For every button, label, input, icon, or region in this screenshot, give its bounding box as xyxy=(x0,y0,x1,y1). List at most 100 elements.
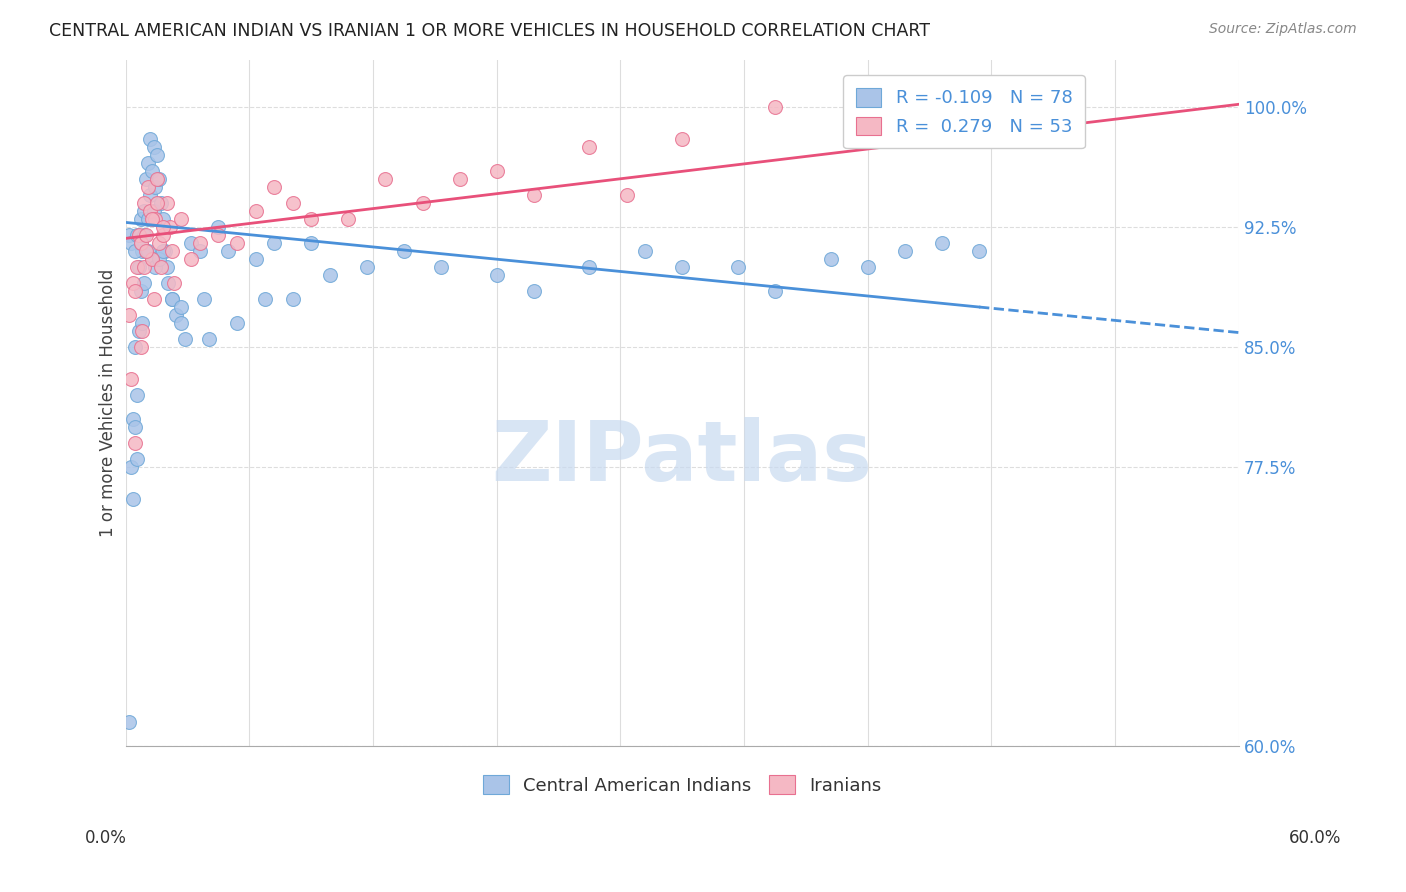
Point xyxy=(616,188,638,202)
Point xyxy=(122,411,145,425)
Point xyxy=(281,292,304,306)
Point xyxy=(135,244,157,259)
Point xyxy=(118,714,141,729)
Point xyxy=(263,236,285,251)
Point xyxy=(141,164,163,178)
Point xyxy=(118,308,141,322)
Point xyxy=(146,196,169,211)
Point xyxy=(180,236,202,251)
Point xyxy=(188,236,211,251)
Text: 0.0%: 0.0% xyxy=(84,829,127,847)
Point xyxy=(134,260,156,274)
Point xyxy=(136,156,159,170)
Point xyxy=(634,244,657,259)
Point xyxy=(894,244,917,259)
Point xyxy=(124,435,146,450)
Point xyxy=(188,244,211,259)
Point xyxy=(931,236,953,251)
Point xyxy=(160,292,183,306)
Point xyxy=(578,260,600,274)
Point xyxy=(912,93,935,107)
Point xyxy=(148,236,170,251)
Point xyxy=(142,204,165,219)
Point xyxy=(152,244,174,259)
Point xyxy=(170,316,193,330)
Point xyxy=(374,172,396,186)
Point xyxy=(131,324,153,338)
Point xyxy=(226,236,249,251)
Point xyxy=(578,140,600,154)
Point xyxy=(139,204,162,219)
Point xyxy=(820,252,842,267)
Point xyxy=(155,260,177,274)
Point xyxy=(139,132,162,146)
Point xyxy=(135,228,157,243)
Point xyxy=(949,93,972,107)
Point xyxy=(122,276,145,290)
Point xyxy=(356,260,378,274)
Point xyxy=(152,220,174,235)
Point xyxy=(160,292,183,306)
Point xyxy=(129,212,152,227)
Point xyxy=(485,268,508,282)
Point xyxy=(281,196,304,211)
Point xyxy=(763,101,786,115)
Point xyxy=(157,276,180,290)
Point xyxy=(125,260,148,274)
Point xyxy=(149,196,172,211)
Point xyxy=(136,244,159,259)
Point xyxy=(142,292,165,306)
Point xyxy=(671,132,693,146)
Point xyxy=(856,260,879,274)
Point xyxy=(226,316,249,330)
Point xyxy=(245,252,267,267)
Point xyxy=(967,244,990,259)
Point xyxy=(299,212,322,227)
Point xyxy=(152,228,174,243)
Text: ZIPatlas: ZIPatlas xyxy=(492,417,873,499)
Point xyxy=(159,220,181,235)
Point xyxy=(134,204,156,219)
Point xyxy=(671,260,693,274)
Point xyxy=(263,180,285,194)
Point xyxy=(299,236,322,251)
Point xyxy=(152,212,174,227)
Point xyxy=(131,244,153,259)
Point xyxy=(337,212,360,227)
Point xyxy=(217,244,239,259)
Point xyxy=(145,212,167,227)
Point xyxy=(128,228,150,243)
Point xyxy=(122,491,145,506)
Point xyxy=(193,292,215,306)
Point xyxy=(124,244,146,259)
Point xyxy=(727,260,749,274)
Point xyxy=(319,268,342,282)
Point xyxy=(128,324,150,338)
Point xyxy=(449,172,471,186)
Point xyxy=(120,236,142,251)
Point xyxy=(523,188,546,202)
Point xyxy=(146,148,169,162)
Point xyxy=(856,93,879,107)
Point xyxy=(120,372,142,386)
Point xyxy=(160,244,183,259)
Point xyxy=(129,236,152,251)
Point xyxy=(149,260,172,274)
Point xyxy=(180,252,202,267)
Point xyxy=(124,284,146,298)
Point xyxy=(392,244,415,259)
Point xyxy=(136,212,159,227)
Point xyxy=(139,188,162,202)
Point xyxy=(120,459,142,474)
Point xyxy=(165,308,187,322)
Point xyxy=(129,340,152,354)
Point xyxy=(118,228,141,243)
Point xyxy=(134,276,156,290)
Point xyxy=(141,212,163,227)
Point xyxy=(141,252,163,267)
Legend: Central American Indians, Iranians: Central American Indians, Iranians xyxy=(472,764,891,805)
Point xyxy=(763,284,786,298)
Point xyxy=(174,332,197,346)
Point xyxy=(485,164,508,178)
Text: Source: ZipAtlas.com: Source: ZipAtlas.com xyxy=(1209,22,1357,37)
